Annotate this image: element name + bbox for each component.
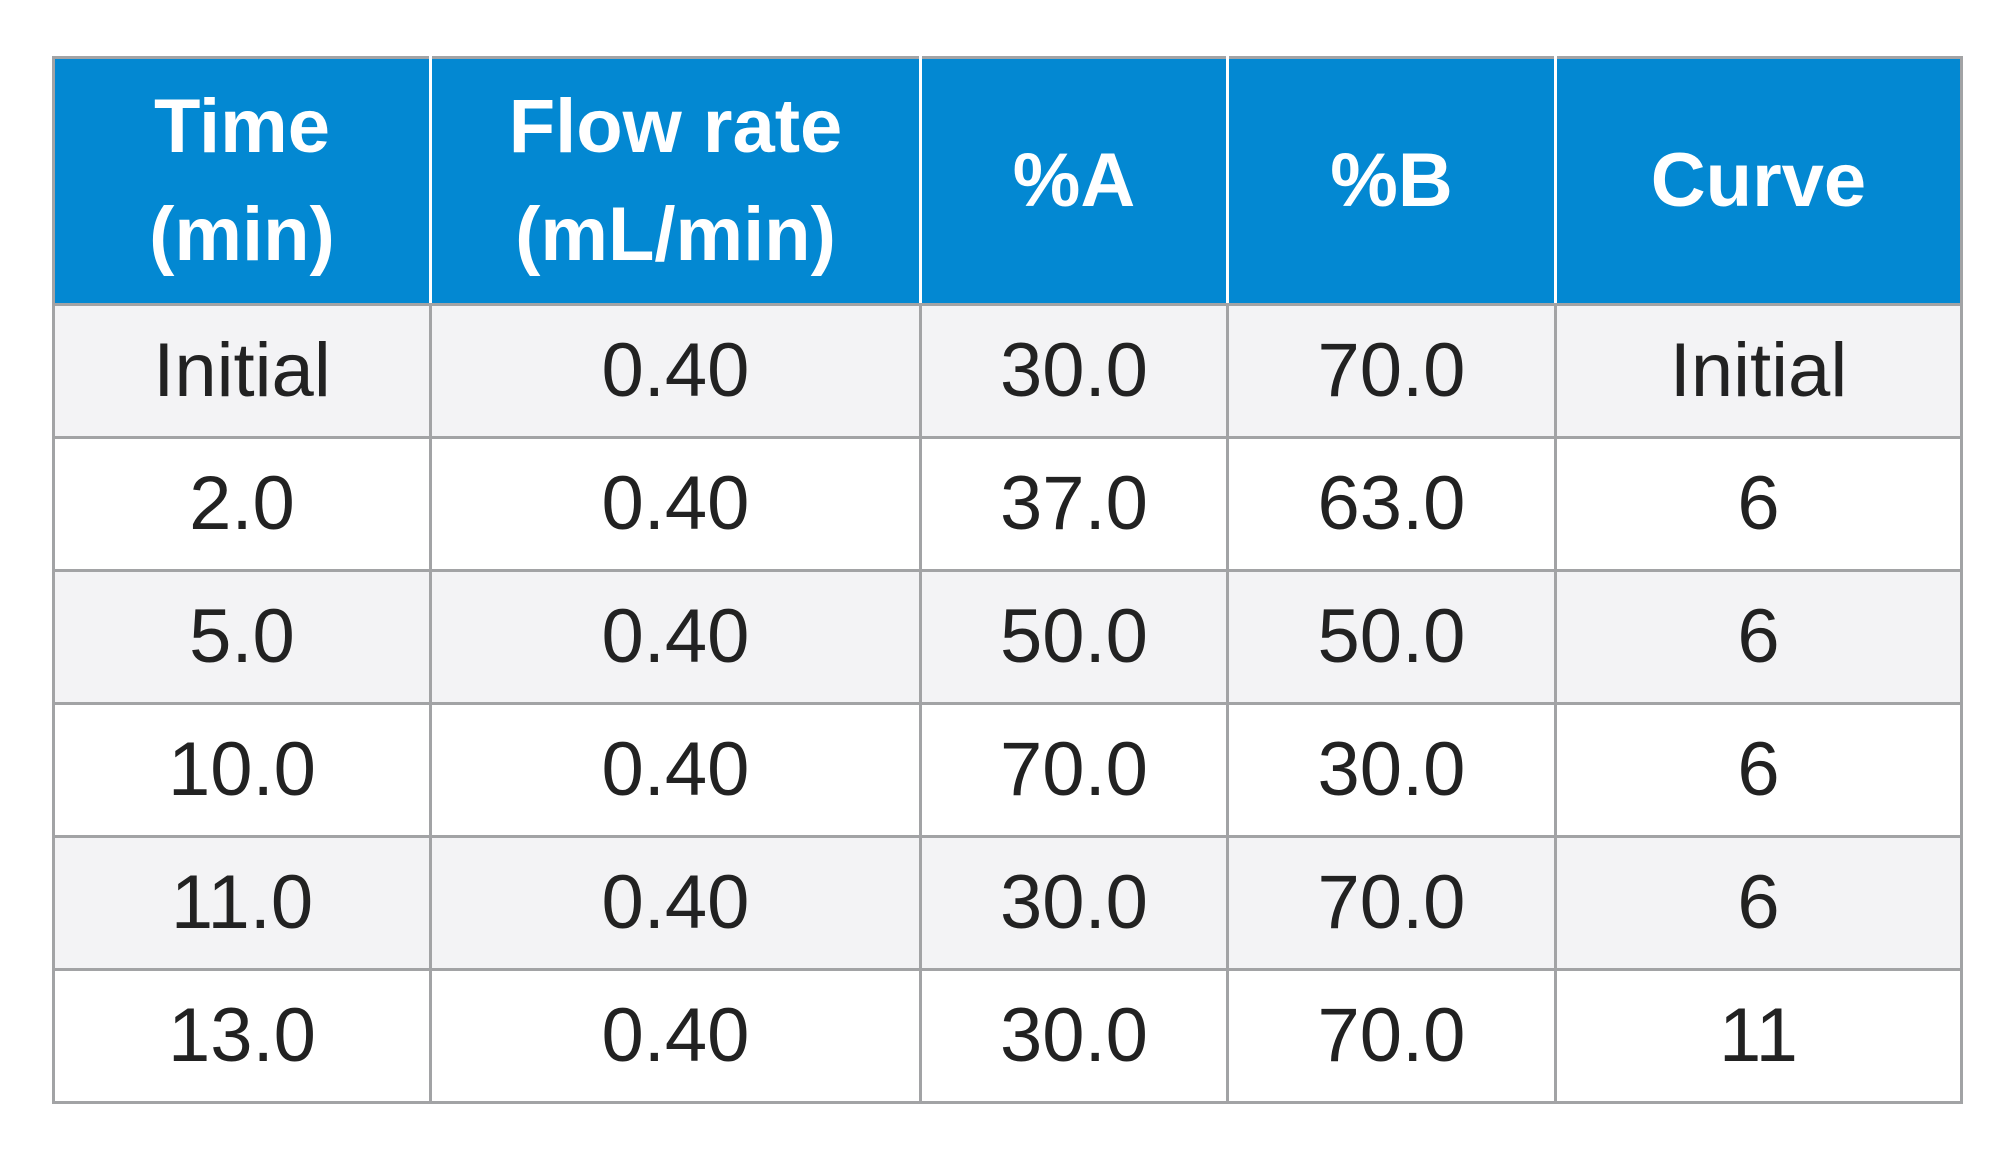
cell-flow-rate: 0.40 — [429, 303, 922, 439]
cell-percent-a: 70.0 — [919, 702, 1229, 838]
cell-time: 13.0 — [52, 968, 432, 1104]
cell-percent-b: 70.0 — [1226, 968, 1557, 1104]
cell-percent-a: 50.0 — [919, 569, 1229, 705]
cell-curve: 6 — [1554, 436, 1963, 572]
header-percent-b-line-1: %B — [1330, 138, 1453, 223]
table-row: Initial 0.40 30.0 70.0 Initial — [52, 303, 1963, 439]
cell-percent-b: 70.0 — [1226, 303, 1557, 439]
header-time-line-1: Time — [153, 84, 330, 169]
cell-percent-a: 30.0 — [919, 835, 1229, 971]
table-row: 10.0 0.40 70.0 30.0 6 — [52, 702, 1963, 838]
header-flow-rate-line-2: (mL/min) — [515, 192, 836, 277]
header-percent-a-line-1: %A — [1012, 138, 1136, 223]
table-header: Time (min) Flow rate (mL/min) %A %B Curv… — [52, 56, 1963, 306]
table-row: 11.0 0.40 30.0 70.0 6 — [52, 835, 1963, 971]
cell-percent-a: 37.0 — [919, 436, 1229, 572]
header-curve: Curve — [1554, 56, 1963, 306]
header-row: Time (min) Flow rate (mL/min) %A %B Curv… — [52, 56, 1963, 306]
cell-curve: 6 — [1554, 835, 1963, 971]
cell-percent-a: 30.0 — [919, 968, 1229, 1104]
cell-flow-rate: 0.40 — [429, 702, 922, 838]
header-time: Time (min) — [52, 56, 432, 306]
cell-time: 5.0 — [52, 569, 432, 705]
cell-percent-b: 50.0 — [1226, 569, 1557, 705]
header-flow-rate-line-1: Flow rate — [508, 84, 843, 169]
header-time-line-2: (min) — [149, 192, 335, 277]
cell-percent-b: 30.0 — [1226, 702, 1557, 838]
cell-percent-b: 63.0 — [1226, 436, 1557, 572]
table-row: 5.0 0.40 50.0 50.0 6 — [52, 569, 1963, 705]
cell-curve: Initial — [1554, 303, 1963, 439]
header-percent-a: %A — [919, 56, 1229, 306]
header-curve-line-1: Curve — [1650, 138, 1867, 223]
table-row: 2.0 0.40 37.0 63.0 6 — [52, 436, 1963, 572]
cell-time: 11.0 — [52, 835, 432, 971]
cell-curve: 6 — [1554, 702, 1963, 838]
header-percent-b: %B — [1226, 56, 1557, 306]
cell-curve: 6 — [1554, 569, 1963, 705]
cell-percent-b: 70.0 — [1226, 835, 1557, 971]
cell-flow-rate: 0.40 — [429, 569, 922, 705]
table-row: 13.0 0.40 30.0 70.0 11 — [52, 968, 1963, 1104]
cell-flow-rate: 0.40 — [429, 835, 922, 971]
cell-time: Initial — [52, 303, 432, 439]
cell-curve: 11 — [1554, 968, 1963, 1104]
cell-flow-rate: 0.40 — [429, 968, 922, 1104]
cell-flow-rate: 0.40 — [429, 436, 922, 572]
table-body: Initial 0.40 30.0 70.0 Initial 2.0 0.40 … — [52, 303, 1963, 1104]
cell-time: 2.0 — [52, 436, 432, 572]
gradient-table: Time (min) Flow rate (mL/min) %A %B Curv… — [52, 56, 1963, 1104]
cell-time: 10.0 — [52, 702, 432, 838]
cell-percent-a: 30.0 — [919, 303, 1229, 439]
header-flow-rate: Flow rate (mL/min) — [429, 56, 922, 306]
